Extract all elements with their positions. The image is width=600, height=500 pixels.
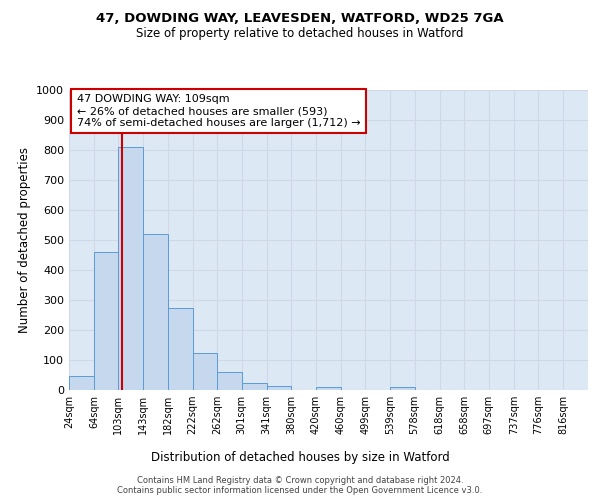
Text: Contains HM Land Registry data © Crown copyright and database right 2024.
Contai: Contains HM Land Registry data © Crown c… (118, 476, 482, 495)
Bar (143, 234, 167, 390)
Bar (193, 352, 217, 390)
Y-axis label: Number of detached properties: Number of detached properties (17, 147, 31, 333)
Bar (94, 252, 118, 390)
Bar (118, 147, 143, 390)
Bar (69, 376, 94, 390)
Bar (390, 387, 415, 390)
Text: Distribution of detached houses by size in Watford: Distribution of detached houses by size … (151, 451, 449, 464)
Text: Size of property relative to detached houses in Watford: Size of property relative to detached ho… (136, 28, 464, 40)
Text: 47, DOWDING WAY, LEAVESDEN, WATFORD, WD25 7GA: 47, DOWDING WAY, LEAVESDEN, WATFORD, WD2… (96, 12, 504, 26)
Bar (316, 387, 341, 390)
Text: 47 DOWDING WAY: 109sqm
← 26% of detached houses are smaller (593)
74% of semi-de: 47 DOWDING WAY: 109sqm ← 26% of detached… (77, 94, 361, 128)
Bar (267, 386, 291, 390)
Bar (217, 372, 242, 390)
Bar (167, 308, 193, 390)
Bar (242, 384, 267, 390)
